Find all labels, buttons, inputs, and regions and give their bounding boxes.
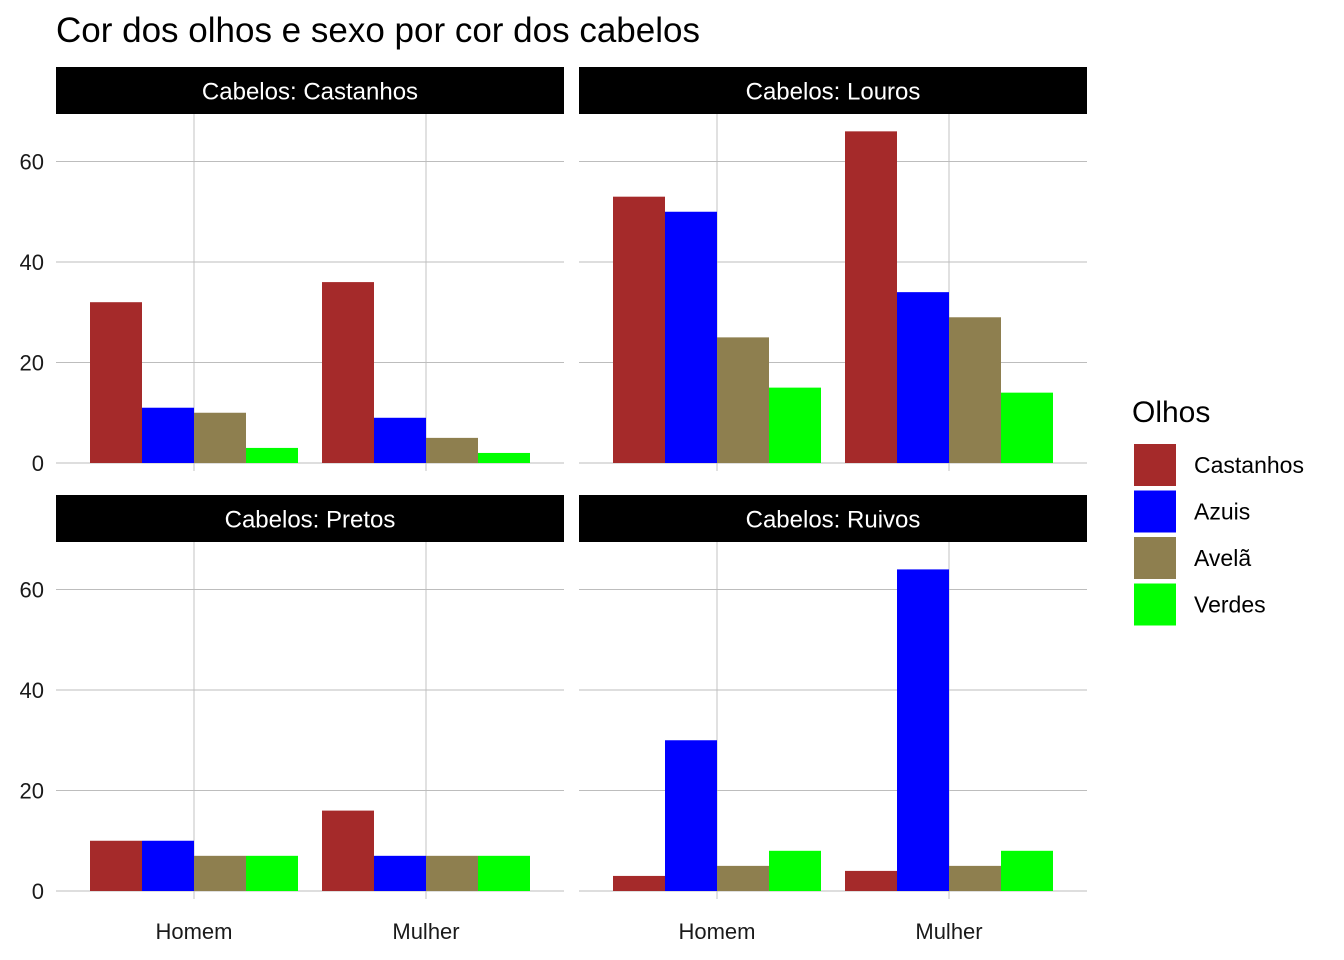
- bar-verdes-homem: [769, 387, 821, 463]
- legend-key-azuis: [1134, 490, 1176, 533]
- chart-title: Cor dos olhos e sexo por cor dos cabelos: [56, 11, 700, 50]
- bar-verdes-mulher: [478, 452, 530, 463]
- facet-panel-4: Cabelos: Ruivos Homem Mulher: [579, 495, 1087, 944]
- y-tick-label: 60: [20, 578, 44, 603]
- bar-avelã-homem: [194, 855, 246, 891]
- bar-castanhos-mulher: [322, 810, 374, 891]
- bar-avelã-mulher: [949, 317, 1001, 463]
- facet-strip-label: Cabelos: Pretos: [225, 507, 396, 534]
- bar-azuis-mulher: [374, 855, 426, 891]
- bar-castanhos-homem: [90, 302, 142, 463]
- bar-verdes-mulher: [1001, 850, 1053, 891]
- y-tick-label: 20: [20, 351, 44, 376]
- bar-avelã-homem: [194, 412, 246, 463]
- legend-label: Azuis: [1194, 499, 1250, 525]
- bar-azuis-mulher: [897, 569, 949, 891]
- y-tick-label: 40: [20, 678, 44, 703]
- facet-strip: [579, 495, 1087, 542]
- bar-avelã-homem: [717, 865, 769, 891]
- bar-verdes-homem: [769, 850, 821, 891]
- bar-avelã-mulher: [949, 865, 1001, 891]
- x-tick-label: Homem: [678, 919, 755, 944]
- legend: Olhos Castanhos Azuis Avelã Verdes: [1132, 396, 1304, 626]
- x-tick-label: Mulher: [915, 919, 982, 944]
- bar-castanhos-mulher: [845, 131, 897, 463]
- x-tick-label: Mulher: [392, 919, 459, 944]
- x-tick-label: Homem: [155, 919, 232, 944]
- y-tick-label: 0: [32, 879, 44, 904]
- facet-strip: [579, 67, 1087, 114]
- facet-strip: [56, 495, 564, 542]
- bar-castanhos-mulher: [845, 870, 897, 891]
- bar-azuis-homem: [142, 407, 194, 463]
- bar-verdes-mulher: [478, 855, 530, 891]
- legend-title: Olhos: [1132, 396, 1210, 429]
- bar-castanhos-homem: [613, 875, 665, 891]
- facet-strip: [56, 67, 564, 114]
- bar-castanhos-homem: [613, 196, 665, 464]
- bar-azuis-mulher: [374, 417, 426, 463]
- bar-azuis-mulher: [897, 292, 949, 463]
- bar-castanhos-homem: [90, 840, 142, 891]
- y-tick-label: 60: [20, 150, 44, 175]
- legend-key-castanhos: [1134, 444, 1176, 486]
- bar-verdes-homem: [246, 855, 298, 891]
- bar-avelã-mulher: [426, 855, 478, 891]
- y-tick-label: 20: [20, 779, 44, 804]
- bar-azuis-homem: [665, 740, 717, 891]
- facet-strip-label: Cabelos: Castanhos: [202, 79, 418, 106]
- legend-label: Castanhos: [1194, 452, 1304, 478]
- bar-avelã-homem: [717, 337, 769, 463]
- y-tick-label: 0: [32, 451, 44, 476]
- bar-azuis-homem: [142, 840, 194, 891]
- bar-verdes-homem: [246, 447, 298, 463]
- bar-castanhos-mulher: [322, 282, 374, 463]
- bar-verdes-mulher: [1001, 392, 1053, 463]
- legend-key-avelã: [1134, 537, 1176, 579]
- bar-avelã-mulher: [426, 437, 478, 463]
- legend-key-verdes: [1134, 583, 1176, 626]
- facet-panel-1: Cabelos: Castanhos 0 20 40 60: [20, 67, 564, 476]
- facet-panel-2: Cabelos: Louros: [579, 67, 1087, 471]
- y-tick-label: 40: [20, 250, 44, 275]
- facet-strip-label: Cabelos: Ruivos: [746, 507, 921, 534]
- panels: Cabelos: Castanhos 0 20 40 60 Cabelos: Louros…: [20, 67, 1087, 944]
- legend-label: Avelã: [1194, 545, 1251, 571]
- facet-panel-3: Cabelos: Pretos 0 20 40 60 Homem Mulher: [20, 495, 564, 944]
- facet-strip-label: Cabelos: Louros: [746, 79, 921, 106]
- bar-azuis-homem: [665, 211, 717, 463]
- legend-label: Verdes: [1194, 592, 1266, 618]
